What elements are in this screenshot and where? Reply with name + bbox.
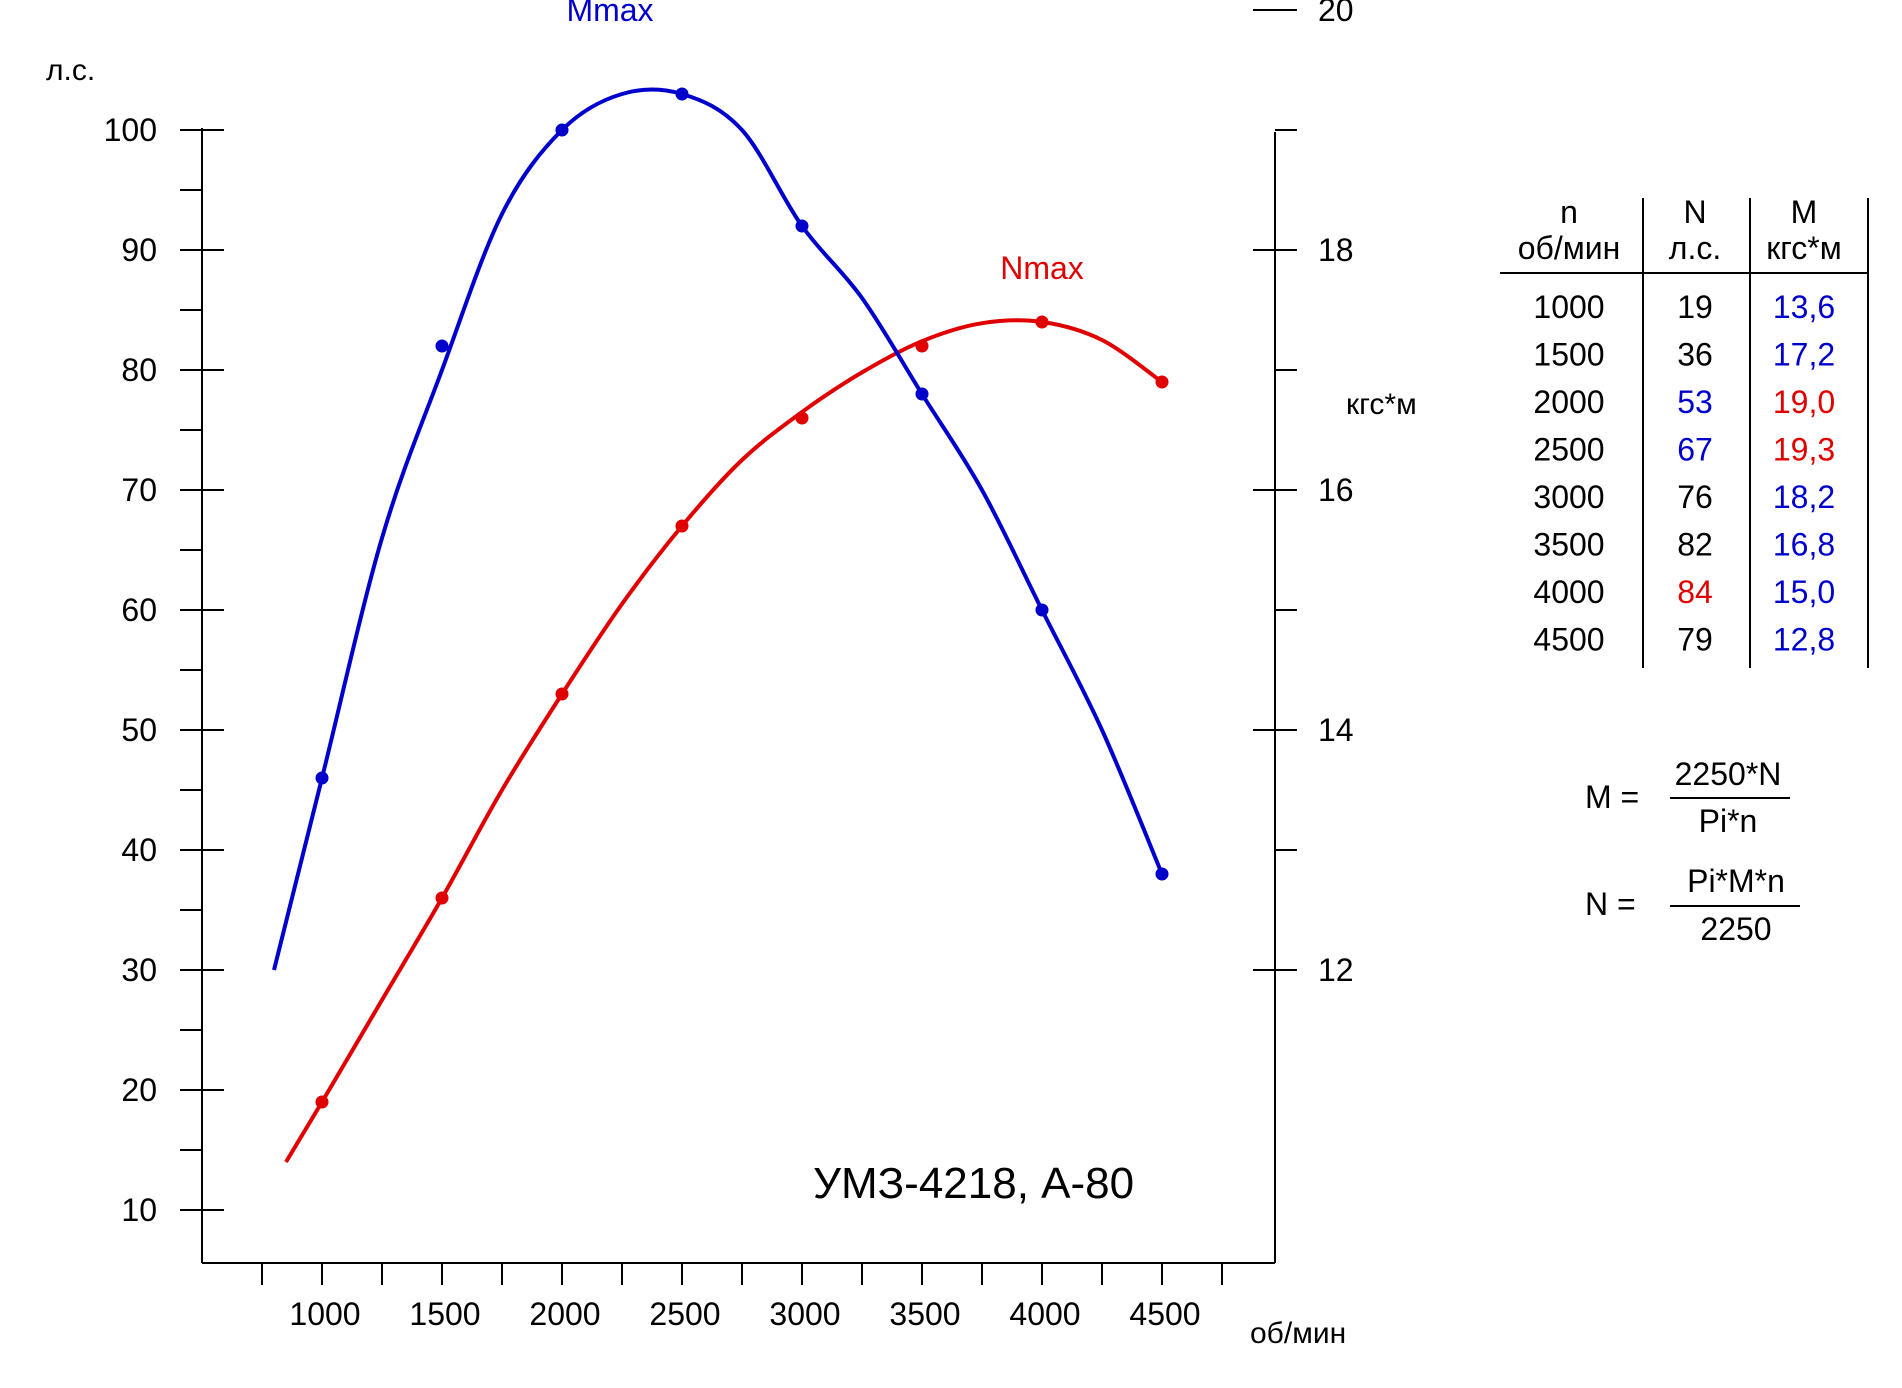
m-max-annotation: Mmax	[566, 0, 653, 28]
table-cell-torque: 16,8	[1773, 527, 1835, 563]
formula-m-numerator: 2250*N	[1675, 756, 1782, 792]
table-cell-power: 84	[1677, 574, 1713, 610]
table-cell-power: 82	[1677, 527, 1713, 563]
formula-n-numerator: Pi*M*n	[1687, 863, 1785, 899]
left-y-tick-label: 40	[121, 832, 157, 868]
series-n-point	[555, 687, 569, 701]
table-cell-power: 36	[1677, 337, 1713, 373]
series-n-point	[435, 891, 449, 905]
left-y-tick-label: 10	[121, 1192, 157, 1228]
table-cell-power: 76	[1677, 479, 1713, 515]
table-cell-rpm: 1500	[1533, 337, 1604, 373]
x-tick-label: 3000	[769, 1296, 840, 1332]
table-header-torque-unit: кгс*м	[1766, 230, 1841, 266]
left-axis-label: л.с.	[46, 54, 95, 87]
tick-labels: 10 20 30 40 50 60 70 80 90 100 12 14 16 18 20 1000 1500 2…	[104, 0, 1354, 1332]
right-y-tick-label: 18	[1318, 232, 1354, 268]
table-cell-power: 19	[1677, 289, 1713, 325]
table-row: 3000 76 18,2	[1533, 479, 1835, 515]
left-y-tick-label: 80	[121, 352, 157, 388]
table-cell-torque: 13,6	[1773, 289, 1835, 325]
x-tick-label: 4500	[1129, 1296, 1200, 1332]
x-axis-label: об/мин	[1250, 1317, 1346, 1350]
table-row: 2500 67 19,3	[1533, 432, 1835, 468]
table-row: 3500 82 16,8	[1533, 527, 1835, 563]
series-m-line	[272, 87, 1164, 971]
table-cell-torque: 17,2	[1773, 337, 1835, 373]
chart-axes	[201, 128, 1276, 1264]
table-header-torque: M	[1791, 194, 1818, 230]
series-m-point	[795, 219, 809, 233]
series-m-point	[1155, 867, 1169, 881]
right-y-tick-label: 20	[1318, 0, 1354, 28]
table-cell-rpm: 3500	[1533, 527, 1604, 563]
series-m-point	[435, 339, 449, 353]
formulas: M = 2250*N Pi*n N = Pi*M*n 2250	[1585, 756, 1800, 947]
series-n-point	[315, 1095, 329, 1109]
series-n-point	[1155, 375, 1169, 389]
chart-title: УМЗ-4218, А-80	[813, 1159, 1134, 1208]
table-header-n: n	[1560, 194, 1578, 230]
series-m-point	[315, 771, 329, 785]
left-y-tick-label: 70	[121, 472, 157, 508]
table-cell-torque: 18,2	[1773, 479, 1835, 515]
series-m-point	[1035, 603, 1049, 617]
series-n-point	[675, 519, 689, 533]
table-cell-torque: 19,3	[1773, 432, 1835, 468]
axis-ticks	[180, 9, 1297, 1285]
formula-m-denominator: Pi*n	[1699, 803, 1758, 839]
data-table: n об/мин N л.с. M кгс*м 1000 19 13,6 1500 36…	[1500, 194, 1869, 668]
x-tick-label: 2000	[529, 1296, 600, 1332]
table-cell-rpm: 2500	[1533, 432, 1604, 468]
left-y-tick-label: 20	[121, 1072, 157, 1108]
n-max-annotation: Nmax	[1000, 250, 1084, 286]
table-header-power-unit: л.с.	[1669, 230, 1721, 266]
formula-n-lhs: N =	[1585, 886, 1636, 922]
table-header-power: N	[1683, 194, 1706, 230]
series-m-point	[675, 87, 689, 101]
right-y-tick-label: 14	[1318, 712, 1354, 748]
right-axis-label: кгс*м	[1346, 388, 1417, 421]
x-tick-label: 1000	[289, 1296, 360, 1332]
right-y-tick-label: 16	[1318, 472, 1354, 508]
table-cell-torque: 12,8	[1773, 622, 1835, 658]
table-rows: 1000 19 13,6 1500 36 17,2 2000 53 19,0 2500 67 19,3…	[1533, 289, 1835, 658]
table-row: 2000 53 19,0	[1533, 384, 1835, 420]
left-y-tick-label: 30	[121, 952, 157, 988]
table-cell-rpm: 3000	[1533, 479, 1604, 515]
formula-n-denominator: 2250	[1700, 911, 1771, 947]
table-cell-rpm: 1000	[1533, 289, 1604, 325]
series-n-point	[795, 411, 809, 425]
table-row: 1500 36 17,2	[1533, 337, 1835, 373]
x-tick-label: 1500	[409, 1296, 480, 1332]
table-header-n-unit: об/мин	[1518, 230, 1621, 266]
x-tick-label: 4000	[1009, 1296, 1080, 1332]
series-m-point	[555, 123, 569, 137]
formula-m-lhs: M =	[1585, 779, 1639, 815]
table-cell-torque: 19,0	[1773, 384, 1835, 420]
table-cell-rpm: 2000	[1533, 384, 1604, 420]
series-n-line	[284, 318, 1164, 1164]
series-n-point	[1035, 315, 1049, 329]
table-cell-power: 53	[1677, 384, 1713, 420]
table-row: 4500 79 12,8	[1533, 622, 1835, 658]
left-y-tick-label: 90	[121, 232, 157, 268]
table-cell-rpm: 4500	[1533, 622, 1604, 658]
left-y-tick-label: 60	[121, 592, 157, 628]
table-cell-power: 67	[1677, 432, 1713, 468]
series-n-point	[915, 339, 929, 353]
table-cell-torque: 15,0	[1773, 574, 1835, 610]
right-y-tick-label: 12	[1318, 952, 1354, 988]
table-row: 4000 84 15,0	[1533, 574, 1835, 610]
x-tick-label: 3500	[889, 1296, 960, 1332]
table-row: 1000 19 13,6	[1533, 289, 1835, 325]
left-y-tick-label: 50	[121, 712, 157, 748]
table-cell-rpm: 4000	[1533, 574, 1604, 610]
table-cell-power: 79	[1677, 622, 1713, 658]
x-tick-label: 2500	[649, 1296, 720, 1332]
series-layer	[272, 87, 1169, 1164]
series-m-point	[915, 387, 929, 401]
left-y-tick-label: 100	[104, 112, 157, 148]
